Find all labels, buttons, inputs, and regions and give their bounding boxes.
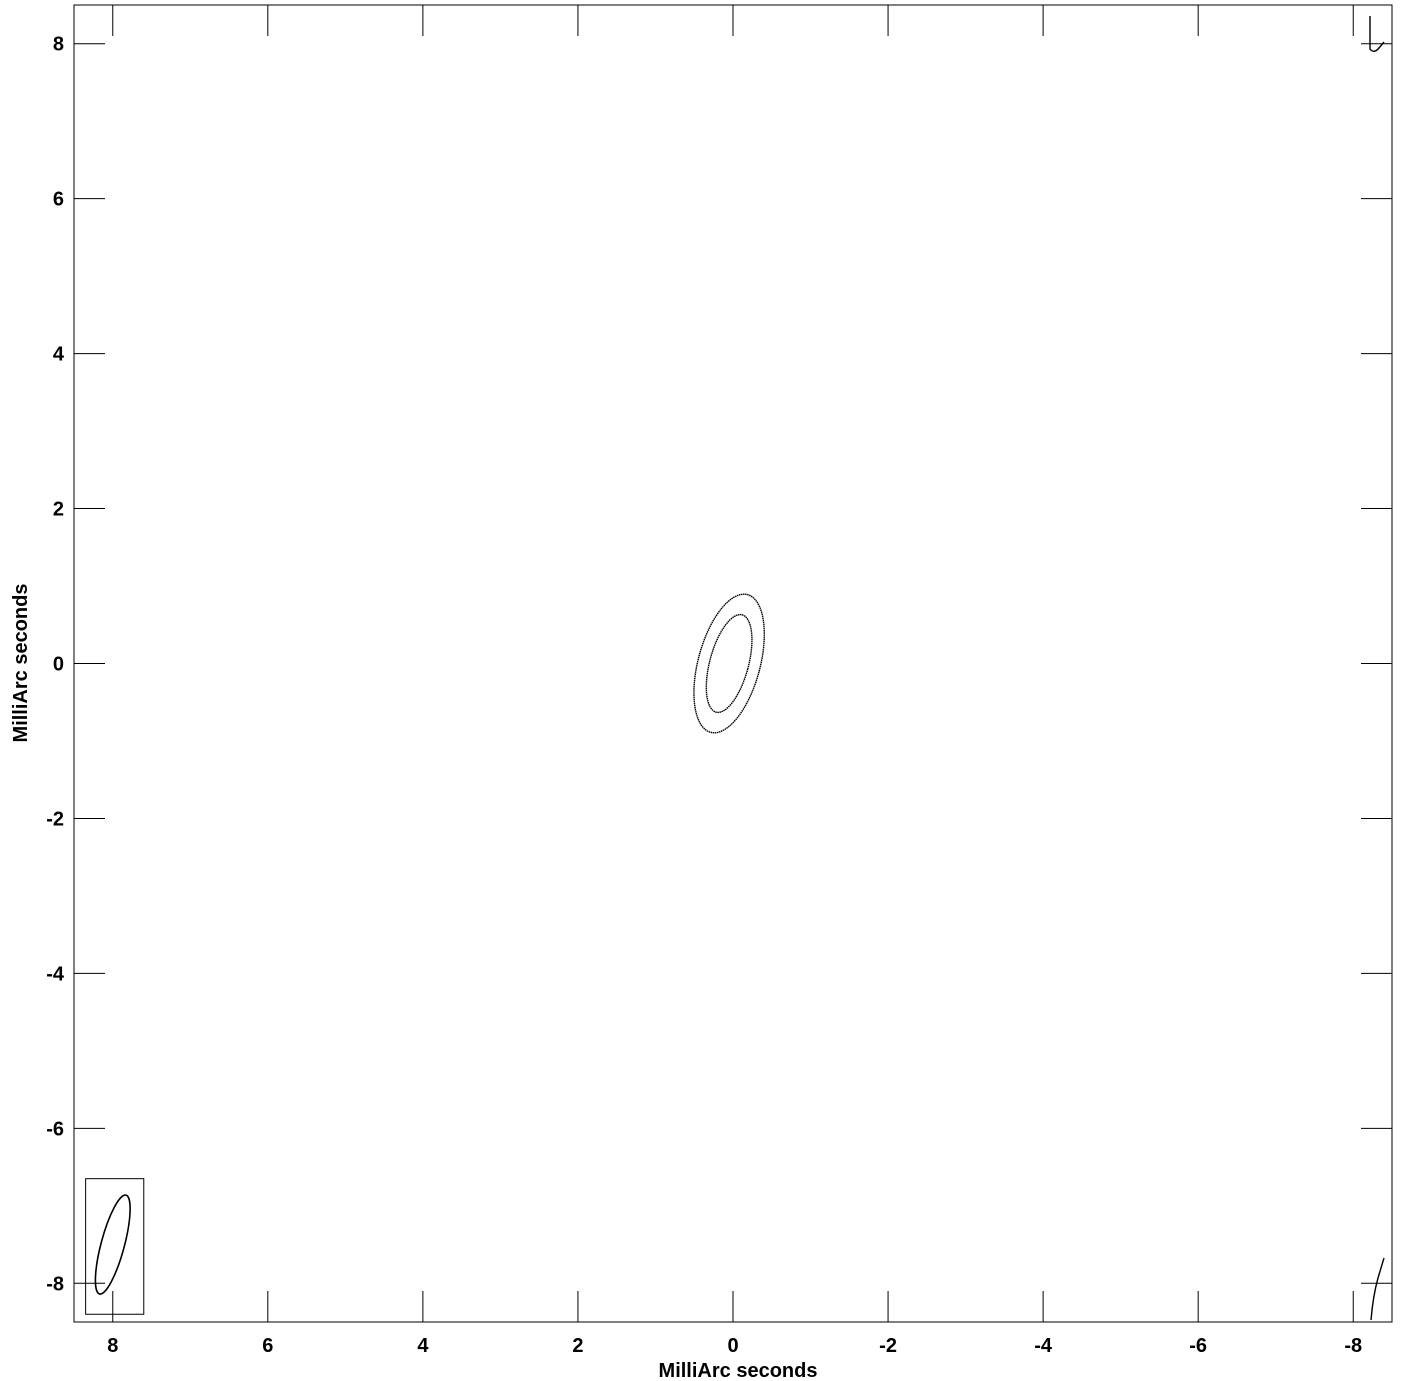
x-axis-label: MilliArc seconds xyxy=(659,1360,818,1381)
corner-mark-top-right xyxy=(1369,16,1385,52)
y-tick-label: -2 xyxy=(46,808,64,830)
contour-outer xyxy=(693,593,766,734)
y-axis-label: MilliArc seconds xyxy=(10,584,32,743)
x-tick-label: 6 xyxy=(262,1335,273,1357)
beam-box xyxy=(85,1178,145,1315)
y-tick-label: 2 xyxy=(53,499,64,521)
tick-labels: 8 6 4 2 0 -2 -4 -6 -8 8 6 4 2 0 -2 -4 -6 -8 xyxy=(46,34,1362,1357)
contour-inner xyxy=(705,613,753,714)
y-tick-label: -6 xyxy=(46,1118,64,1140)
contour-lines xyxy=(693,593,766,734)
y-tick-label: 0 xyxy=(53,654,64,676)
x-tick-label: -2 xyxy=(879,1335,897,1357)
y-tick-label: 8 xyxy=(53,34,64,56)
axis-ticks xyxy=(74,5,1392,1322)
beam-ellipse xyxy=(94,1194,131,1295)
corner-mark-bottom-right xyxy=(1370,1257,1385,1321)
x-tick-label: -6 xyxy=(1189,1335,1207,1357)
y-tick-label: 6 xyxy=(53,189,64,211)
x-tick-label: -4 xyxy=(1034,1335,1053,1357)
x-tick-label: 4 xyxy=(417,1335,429,1357)
plot-frame xyxy=(73,4,1393,1323)
x-tick-label: -8 xyxy=(1344,1335,1362,1357)
beam-indicator xyxy=(85,1178,145,1315)
x-tick-label: 2 xyxy=(572,1335,583,1357)
y-tick-label: -4 xyxy=(46,963,65,985)
y-tick-label: -8 xyxy=(46,1273,64,1295)
x-tick-label: 0 xyxy=(727,1335,738,1357)
x-tick-label: 8 xyxy=(107,1335,118,1357)
corner-marks xyxy=(1369,16,1385,1321)
y-tick-label: 4 xyxy=(53,344,65,366)
